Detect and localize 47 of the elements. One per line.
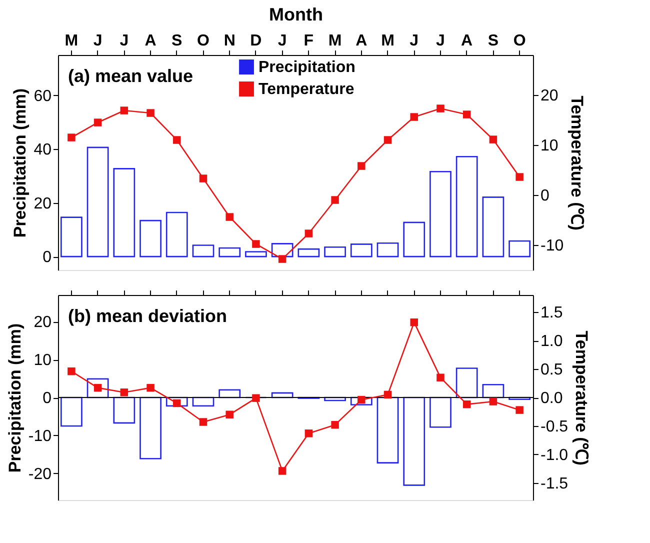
x-tick-label: F bbox=[304, 32, 314, 50]
y2-tick-label: -1.0 bbox=[540, 446, 568, 464]
x-tick-label: N bbox=[224, 32, 236, 50]
y2-tick-label: 20 bbox=[540, 88, 558, 104]
text: (a) mean value bbox=[68, 66, 194, 86]
x-tick-label: A bbox=[356, 32, 368, 50]
y2-tick-label: -10 bbox=[540, 238, 564, 254]
y-axis-title: Precipitation (mm) bbox=[10, 88, 30, 238]
x-tick-label: M bbox=[64, 32, 78, 50]
legend-label: Temperature bbox=[258, 81, 354, 98]
x-tick-label: J bbox=[120, 32, 129, 50]
y-tick-label: 20 bbox=[34, 195, 52, 212]
x-tick-label: A bbox=[144, 32, 157, 50]
x-tick-label: D bbox=[250, 32, 262, 50]
x-tick-label: J bbox=[278, 32, 287, 50]
y-axis-title: Precipitation (mm) bbox=[5, 323, 24, 473]
y2-tick-label: 1.0 bbox=[540, 333, 563, 350]
y-tick-label: 0 bbox=[42, 249, 52, 266]
y2-axis-title: Temperature (℃) bbox=[568, 96, 587, 230]
x-tick-label: A bbox=[461, 32, 474, 50]
x-axis-title: Month bbox=[269, 4, 323, 24]
y-tick-label: 0 bbox=[42, 390, 52, 407]
y2-tick-label: 0 bbox=[540, 188, 550, 204]
y2-tick-label: -0.5 bbox=[540, 418, 568, 436]
x-tick-label: J bbox=[93, 32, 102, 50]
x-tick-label: S bbox=[172, 32, 183, 50]
y2-tick-label: -1.5 bbox=[540, 475, 568, 492]
y-tick-label: -10 bbox=[28, 428, 52, 445]
y-tick-label: 60 bbox=[34, 88, 52, 105]
y2-tick-label: 0.5 bbox=[540, 362, 563, 379]
y-tick-label: -20 bbox=[28, 466, 52, 483]
y2-tick-label: 10 bbox=[540, 138, 558, 154]
y2-axis-title: Temperature (℃) bbox=[572, 330, 592, 466]
y2-tick-label: 1.5 bbox=[540, 304, 563, 322]
legend-label: Precipitation bbox=[258, 59, 356, 76]
x-tick-label: J bbox=[410, 32, 419, 50]
x-tick-label: M bbox=[381, 32, 394, 50]
y-tick-label: 10 bbox=[34, 352, 52, 370]
x-tick-label: O bbox=[513, 32, 526, 50]
y-tick-label: 40 bbox=[34, 142, 52, 159]
text: (b) mean deviation bbox=[68, 306, 228, 326]
x-tick-label: S bbox=[488, 32, 499, 50]
y2-tick-label: 0.0 bbox=[540, 390, 563, 407]
x-tick-label: M bbox=[328, 32, 342, 50]
x-tick-label: O bbox=[197, 32, 210, 50]
y-tick-label: 20 bbox=[34, 314, 52, 332]
x-tick-label: J bbox=[436, 32, 445, 50]
